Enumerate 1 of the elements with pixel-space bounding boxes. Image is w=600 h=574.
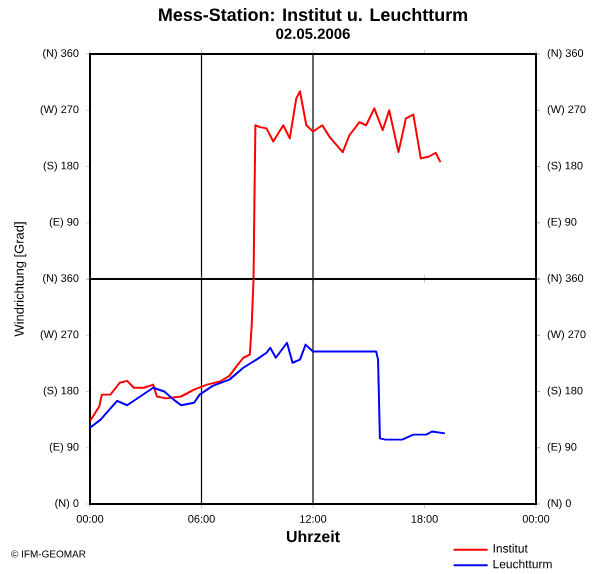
chart-title: Mess-Station: Institut u. Leuchtturm (159, 7, 467, 22)
